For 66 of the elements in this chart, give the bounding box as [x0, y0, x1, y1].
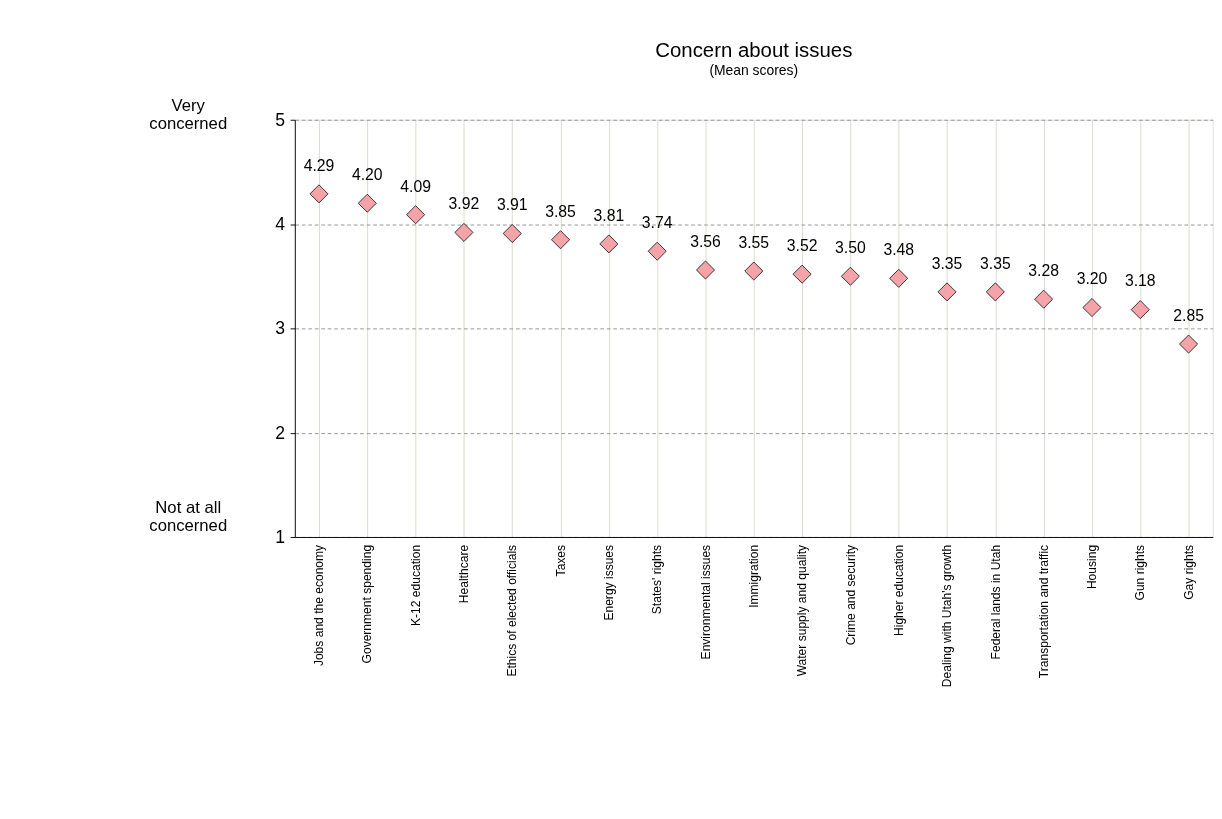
- data-label: 2.85: [1173, 306, 1205, 324]
- y-tick-label: 2: [275, 422, 286, 443]
- data-label: 3.91: [496, 196, 528, 214]
- data-label: 3.56: [690, 232, 722, 250]
- data-label: 3.28: [1028, 262, 1060, 280]
- data-label: 3.50: [835, 239, 866, 257]
- point: [1179, 334, 1198, 354]
- point: [841, 266, 860, 286]
- data-label: 3.92: [448, 195, 480, 213]
- point: [792, 264, 812, 284]
- x-tick-label: Gay rights: [1181, 544, 1196, 600]
- y-tick-label: 5: [275, 109, 286, 130]
- point: [744, 261, 764, 281]
- point: [502, 224, 522, 243]
- x-tick-label: Higher education: [891, 544, 906, 636]
- data-label: 4.09: [400, 177, 432, 195]
- chart-subtitle: (Mean scores): [709, 62, 799, 79]
- data-label: 3.35: [980, 254, 1011, 272]
- point: [551, 230, 570, 250]
- point: [406, 205, 426, 225]
- x-tick-label: Jobs and the economy: [312, 544, 327, 667]
- x-tick-label: Healthcare: [457, 544, 472, 604]
- y-tick-label: 4: [275, 214, 286, 235]
- data-label: 3.81: [593, 206, 625, 224]
- point: [1082, 298, 1102, 317]
- x-tick-label: Immigration: [746, 544, 761, 608]
- data-label: 3.48: [883, 241, 915, 259]
- x-tick-label: States' rights: [650, 544, 665, 615]
- point: [937, 282, 957, 302]
- text: Very concerned: [149, 95, 228, 134]
- point: [599, 234, 619, 254]
- x-tick-label: Taxes: [553, 544, 568, 577]
- point: [889, 268, 909, 288]
- x-tick-label: Energy issues: [602, 544, 617, 621]
- point: [696, 260, 715, 280]
- data-label: 3.20: [1076, 270, 1108, 288]
- text: Not at all concerned: [149, 497, 228, 536]
- x-tick-label: Ethics of elected officials: [505, 544, 520, 677]
- x-tick-label: Dealing with Utah's growth: [940, 544, 955, 688]
- data-label: 4.29: [303, 156, 335, 174]
- point: [985, 282, 1005, 302]
- y-tick-label: 1: [275, 527, 286, 548]
- point: [1034, 289, 1054, 309]
- chart-title: Concern about issues: [655, 38, 853, 61]
- data-label: 3.52: [786, 236, 818, 254]
- point: [357, 193, 377, 213]
- x-tick-label: Transportation and traffic: [1036, 544, 1051, 679]
- x-tick-label: Government spending: [360, 544, 375, 664]
- data-label: 3.18: [1124, 272, 1156, 290]
- x-tick-label: Crime and security: [843, 544, 858, 646]
- x-tick-label: K-12 education: [408, 544, 423, 626]
- data-label: 3.74: [641, 214, 673, 232]
- x-tick-label: Environmental issues: [698, 544, 713, 660]
- x-tick-label: Gun rights: [1133, 544, 1148, 601]
- data-label: 3.85: [545, 202, 577, 220]
- x-tick-label: Federal lands in Utah: [988, 544, 1003, 660]
- data-label: 4.20: [351, 166, 383, 184]
- data-label: 3.55: [738, 233, 770, 251]
- y-tick-label: 3: [275, 318, 286, 339]
- data-label: 3.35: [931, 254, 963, 272]
- point: [1130, 300, 1150, 320]
- point: [647, 241, 667, 261]
- point: [309, 184, 329, 204]
- x-tick-label: Housing: [1085, 544, 1100, 590]
- point: [454, 223, 474, 242]
- x-tick-label: Water supply and quality: [795, 544, 810, 677]
